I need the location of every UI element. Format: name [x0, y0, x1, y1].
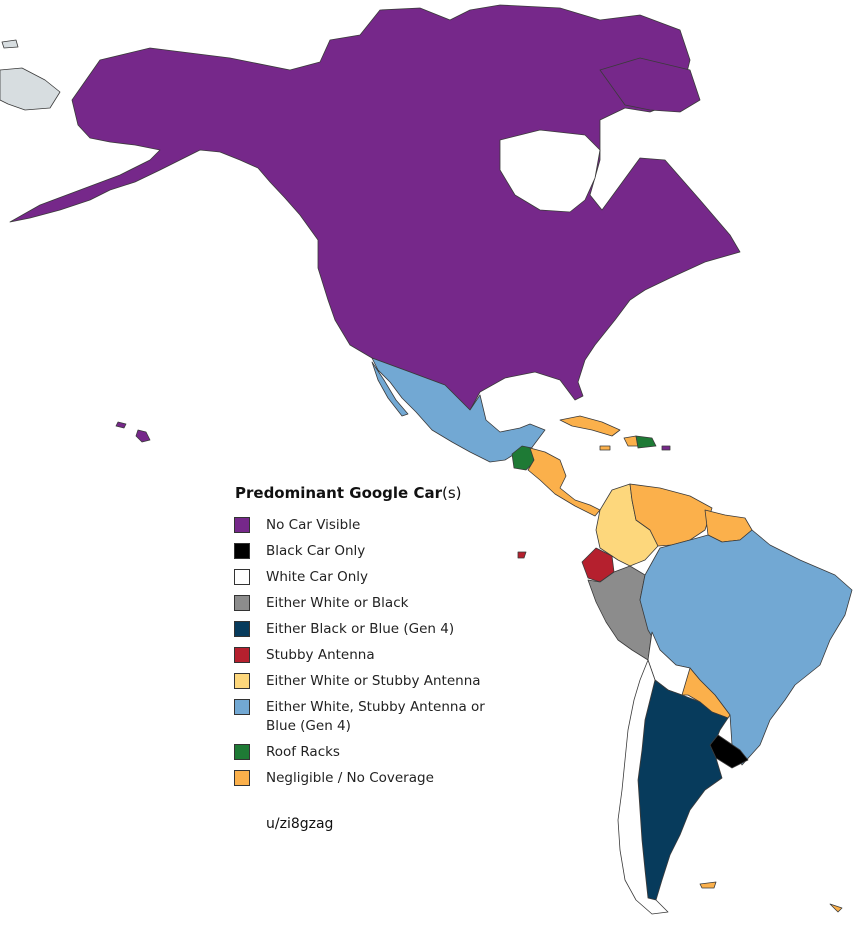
- author-credit: u/zi8gzag: [266, 816, 334, 832]
- region-russia-east: [0, 39, 61, 111]
- legend-swatch: [234, 569, 250, 585]
- legend-item: Either Black or Blue (Gen 4): [234, 620, 494, 639]
- region-cuba: [559, 415, 621, 437]
- legend-item: Roof Racks: [234, 743, 494, 762]
- legend-item: Either White or Black: [234, 594, 494, 613]
- region-galapagos: [517, 551, 527, 559]
- region-jamaica: [599, 445, 611, 451]
- region-argentina: [637, 679, 729, 901]
- region-hawaii: [115, 421, 151, 443]
- legend-swatch: [234, 517, 250, 533]
- legend-label: Stubby Antenna: [266, 647, 375, 663]
- hudson-bay: [499, 129, 601, 213]
- region-arctic-islands: [599, 57, 701, 113]
- legend-swatch: [234, 673, 250, 689]
- legend-label: Either White or Black: [266, 595, 409, 611]
- legend-item: Negligible / No Coverage: [234, 769, 494, 788]
- legend-swatch: [234, 595, 250, 611]
- region-chile: [617, 659, 669, 915]
- region-puerto-rico: [661, 445, 671, 451]
- region-south-georgia: [829, 903, 843, 913]
- legend-label: Roof Racks: [266, 744, 340, 760]
- region-central-america: [527, 447, 601, 517]
- map-legend: Predominant Google Car(s) No Car Visible…: [234, 484, 494, 795]
- legend-item: Either White or Stubby Antenna: [234, 672, 494, 691]
- legend-swatch: [234, 770, 250, 786]
- legend-swatch: [234, 543, 250, 559]
- legend-label: Either White or Stubby Antenna: [266, 673, 481, 689]
- legend-swatch: [234, 744, 250, 760]
- legend-swatch: [234, 621, 250, 637]
- legend-swatch: [234, 699, 250, 715]
- legend-label: Either White, Stubby Antenna or Blue (Ge…: [266, 699, 485, 734]
- legend-title: Predominant Google Car(s): [235, 484, 494, 502]
- legend-swatch: [234, 647, 250, 663]
- legend-item: White Car Only: [234, 568, 494, 587]
- legend-label: Negligible / No Coverage: [266, 770, 434, 786]
- legend-item: No Car Visible: [234, 516, 494, 535]
- legend-title-main: Predominant Google Car: [235, 484, 442, 502]
- legend-item: Black Car Only: [234, 542, 494, 561]
- legend-label: Either Black or Blue (Gen 4): [266, 621, 455, 637]
- legend-label: White Car Only: [266, 569, 369, 585]
- legend-title-suffix: (s): [441, 484, 462, 502]
- legend-list: No Car Visible Black Car Only White Car On…: [234, 516, 494, 788]
- legend-label: Black Car Only: [266, 543, 366, 559]
- legend-item: Stubby Antenna: [234, 646, 494, 665]
- region-falklands: [699, 881, 717, 889]
- legend-item: Either White, Stubby Antenna or Blue (Ge…: [234, 698, 494, 736]
- region-dominican-republic: [635, 435, 657, 449]
- region-canada-alaska-usa: [9, 4, 741, 411]
- legend-label: No Car Visible: [266, 517, 361, 533]
